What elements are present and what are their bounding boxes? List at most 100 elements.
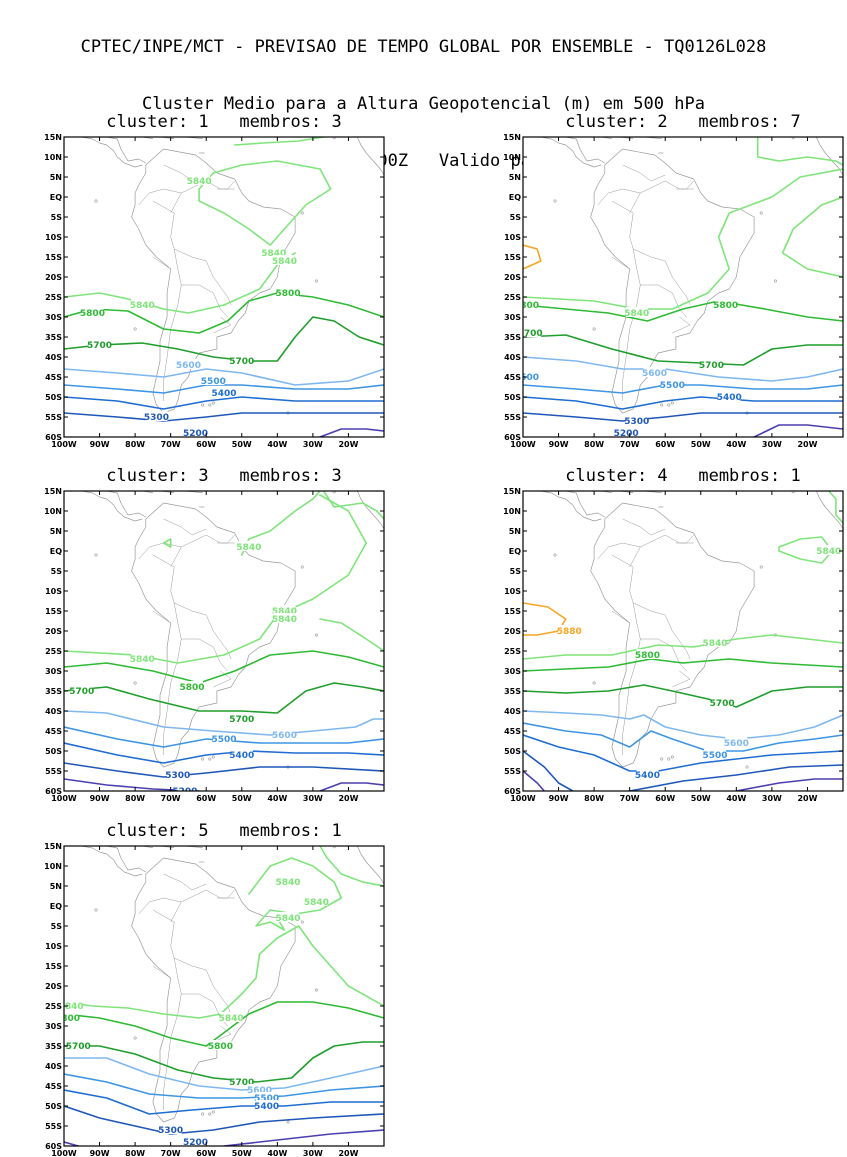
contour-5400 (64, 1089, 384, 1115)
lat-tick-label: 45S (45, 727, 62, 736)
lat-tick-label: 25S (45, 647, 62, 656)
island (592, 327, 596, 331)
contour-5800 (64, 292, 384, 334)
plot-frame (63, 136, 385, 438)
contour-label: 5700 (229, 715, 254, 725)
central-america-coastline (106, 846, 146, 873)
contour-label-background (230, 1076, 253, 1086)
contour-5600 (64, 1057, 384, 1091)
contour-label: 5400 (254, 1102, 279, 1112)
lon-tick-label: 20W (797, 794, 817, 803)
contour-label-background (262, 247, 285, 257)
lon-tick-label: 90W (90, 794, 110, 803)
contour-5840 (319, 618, 384, 652)
contour-label-background (177, 359, 200, 369)
contour-labels: 5840584058405840584058005800570057005600… (64, 876, 329, 1146)
country-border (213, 1025, 232, 1043)
contour-label-background (273, 255, 296, 265)
lon-tick-label: 20W (338, 794, 358, 803)
contour-label: 5400 (717, 393, 742, 403)
contour-label: 5840 (130, 655, 155, 665)
lat-tick-label: 35S (45, 687, 62, 696)
contour-label-background (558, 625, 581, 635)
contour-5800 (523, 658, 843, 672)
lat-tick-label: 35S (45, 333, 62, 342)
contour-label-background (166, 769, 189, 779)
country-border (138, 897, 182, 915)
contour-label-background (615, 427, 638, 437)
country-border (216, 889, 235, 899)
contour-5840 (828, 491, 843, 524)
country-border (170, 901, 182, 923)
contour-label-background (704, 749, 726, 759)
contour-label-background (523, 327, 542, 337)
island (759, 211, 763, 215)
contour-5500 (523, 722, 843, 752)
lat-tick-label: 40S (45, 707, 62, 716)
island (300, 211, 304, 215)
contour-layer (64, 846, 384, 1146)
lat-tick-label: 5N (509, 527, 521, 536)
contour-labels: 5840 5840 5880 5800 5700 5600 5500 5400 (557, 545, 841, 781)
contour-label: 5840 (304, 898, 329, 908)
geopotential-map: 5840584058405840580058005700570056005500… (44, 133, 385, 449)
island (201, 757, 205, 761)
geopotential-map: 5840 5840 5880 5800 5700 5600 5500 5400 15N 10N 5N… (503, 487, 844, 803)
lon-tick-label: 90W (549, 794, 569, 803)
lon-tick-label: 30W (303, 440, 323, 449)
lat-tick-label: 5N (509, 173, 521, 182)
contour-label: 5700 (69, 687, 94, 697)
contour-label: 5700 (87, 341, 112, 351)
contour-label: 5840 (261, 249, 286, 259)
contour-label: 5840 (702, 639, 727, 649)
island (201, 403, 205, 407)
country-border (672, 316, 691, 334)
contour-label-background (230, 713, 253, 723)
lon-tick-label: 70W (161, 1149, 181, 1157)
contour-label: 5500 (201, 377, 226, 387)
central-america-coastline (64, 137, 143, 168)
lon-tick-label: 50W (232, 1149, 252, 1157)
lat-tick-label: 60S (45, 1142, 62, 1151)
lat-tick-label: 10S (504, 233, 521, 242)
map-panel-cluster-3: cluster: 3 membros: 3 5840 5840 5840 5840 58… (44, 465, 400, 803)
lon-tick-label: 20W (797, 440, 817, 449)
contour-5600 (64, 710, 384, 736)
map-layers: 5840584058405840580058005700570056005500… (64, 137, 384, 437)
island (133, 327, 137, 331)
lon-tick-label: 90W (549, 440, 569, 449)
central-america-coastline (523, 491, 602, 522)
lon-tick-label: 40W (267, 440, 287, 449)
lat-tick-label: 45S (45, 1082, 62, 1091)
geopotential-map: 5840 5800 5800 5700 5700 5600 5500 5500 5400 5300… (503, 133, 844, 449)
contour-5200 (753, 424, 843, 437)
lat-tick-label: 10S (45, 942, 62, 951)
lat-tick-label: 15N (44, 487, 62, 496)
country-border (152, 610, 171, 624)
island (94, 908, 98, 912)
lat-tick-label: 40S (45, 1062, 62, 1071)
contour-label-background (209, 1040, 232, 1050)
contour-label-background (88, 339, 111, 349)
island (208, 757, 212, 761)
contour-label-background (255, 1092, 278, 1102)
island (211, 1110, 215, 1114)
island (201, 1112, 205, 1116)
geopotential-map: 5840584058405840580057005700560055005400… (44, 487, 385, 803)
contour-label: 5500 (514, 373, 539, 383)
lat-tick-label: 10N (503, 153, 521, 162)
south-america-coastline (131, 857, 296, 1123)
lon-tick-label: 20W (338, 1149, 358, 1157)
country-border (198, 638, 228, 672)
lat-tick-label: 15S (45, 253, 62, 262)
contour-5200 (64, 1141, 79, 1146)
contour-labels: 5840 5800 5800 5700 5700 5600 5500 5500 5400 5300… (514, 299, 742, 439)
africa-coastline (356, 491, 384, 530)
contour-5840 (523, 634, 843, 660)
contour-label: 5800 (514, 301, 539, 311)
contour-label-background (700, 359, 723, 369)
island (332, 846, 336, 849)
lat-tick-label: EQ (50, 547, 62, 556)
contour-label: 5200 (614, 429, 639, 439)
axes: 15N10N5NEQ5S10S15S20S25S30S35S40S45S50S5… (44, 842, 384, 1157)
